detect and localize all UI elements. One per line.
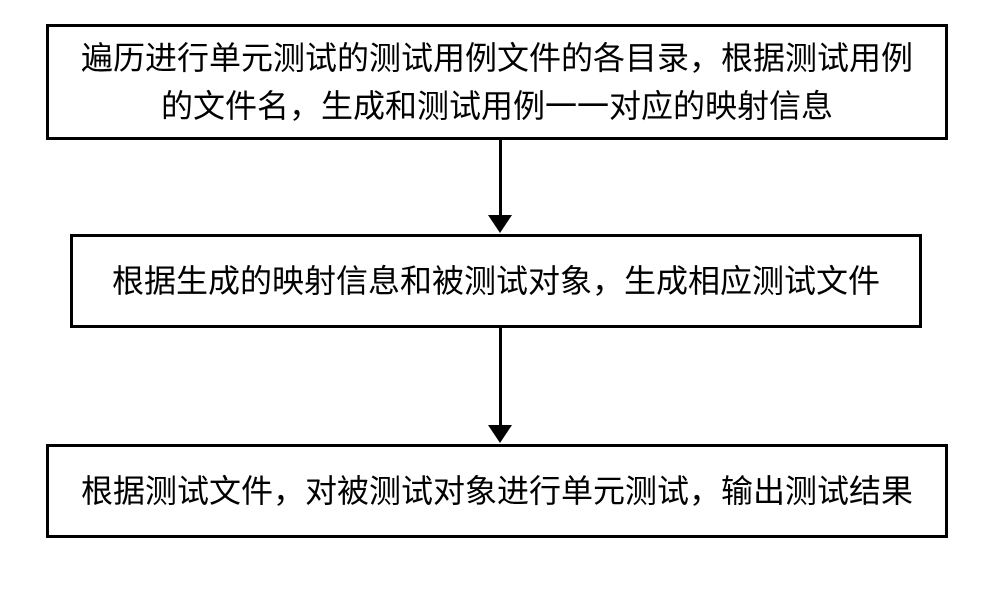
arrow-line [499,328,502,426]
flow-arrow-1-2 [488,140,512,233]
flow-step-2: 根据生成的映射信息和被测试对象，生成相应测试文件 [70,234,922,328]
arrow-head-icon [488,215,512,233]
flow-step-1-text: 遍历进行单元测试的测试用例文件的各目录，根据测试用例的文件名，生成和测试用例一一… [69,34,925,130]
flow-step-1: 遍历进行单元测试的测试用例文件的各目录，根据测试用例的文件名，生成和测试用例一一… [46,24,948,140]
flow-step-3: 根据测试文件，对被测试对象进行单元测试，输出测试结果 [46,444,948,538]
arrow-line [499,140,502,216]
flow-step-3-text: 根据测试文件，对被测试对象进行单元测试，输出测试结果 [81,467,913,515]
flow-arrow-2-3 [488,328,512,443]
arrow-head-icon [488,425,512,443]
flow-step-2-text: 根据生成的映射信息和被测试对象，生成相应测试文件 [112,257,880,305]
